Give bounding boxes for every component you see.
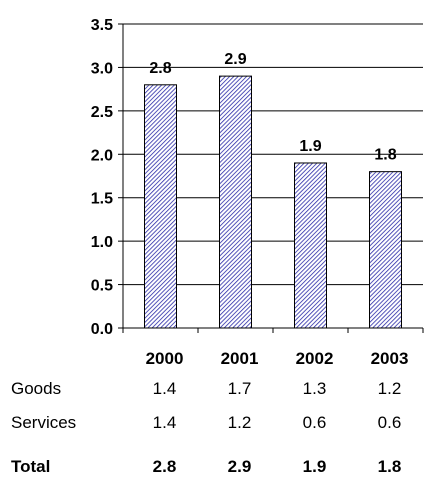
y-tick-label: 2.0 [91, 147, 113, 164]
table-total-cell: 1.9 [303, 457, 327, 476]
table-cell: 0.6 [303, 413, 327, 432]
table-cell: 0.6 [378, 413, 402, 432]
category-label-2001: 2001 [221, 349, 259, 368]
y-tick-labels: 0.0 0.5 1.0 1.5 2.0 2.5 3.0 3.5 [91, 17, 113, 338]
y-tick-label: 3.5 [91, 17, 113, 34]
category-label-2003: 2003 [371, 349, 409, 368]
data-label-2002: 1.9 [299, 138, 321, 155]
bar-2000 [144, 84, 177, 329]
bar-2001 [219, 75, 252, 329]
table-total-cell: 2.8 [153, 457, 177, 476]
category-label-2000: 2000 [146, 349, 184, 368]
bar-2003 [369, 171, 402, 329]
y-tick-label: 0.5 [91, 278, 113, 295]
data-label-2003: 1.8 [374, 147, 396, 164]
table-cell: 1.3 [303, 379, 327, 398]
data-labels: 2.8 2.9 1.9 1.8 [149, 51, 396, 164]
table-total-cell: 1.8 [378, 457, 402, 476]
y-tick-label: 0.0 [91, 321, 113, 338]
y-tick-label: 3.0 [91, 60, 113, 77]
table-cell: 1.2 [228, 413, 252, 432]
table-total-cell: 2.9 [228, 457, 252, 476]
bar-2002 [294, 162, 327, 329]
y-tick-label: 1.5 [91, 191, 113, 208]
data-table: 2000 2001 2002 2003 Goods 1.4 1.7 1.3 1.2 Service… [11, 349, 408, 476]
table-cell: 1.4 [153, 413, 177, 432]
bars [144, 75, 402, 329]
table-cell: 1.7 [228, 379, 252, 398]
data-label-2001: 2.9 [224, 51, 246, 68]
category-label-2002: 2002 [296, 349, 334, 368]
table-total-label: Total [11, 457, 50, 476]
y-tick-label: 1.0 [91, 234, 113, 251]
table-cell: 1.4 [153, 379, 177, 398]
table-row-label: Services [11, 413, 76, 432]
table-cell: 1.2 [378, 379, 402, 398]
table-row-label: Goods [11, 379, 61, 398]
y-tick-label: 2.5 [91, 104, 113, 121]
data-label-2000: 2.8 [149, 60, 171, 77]
